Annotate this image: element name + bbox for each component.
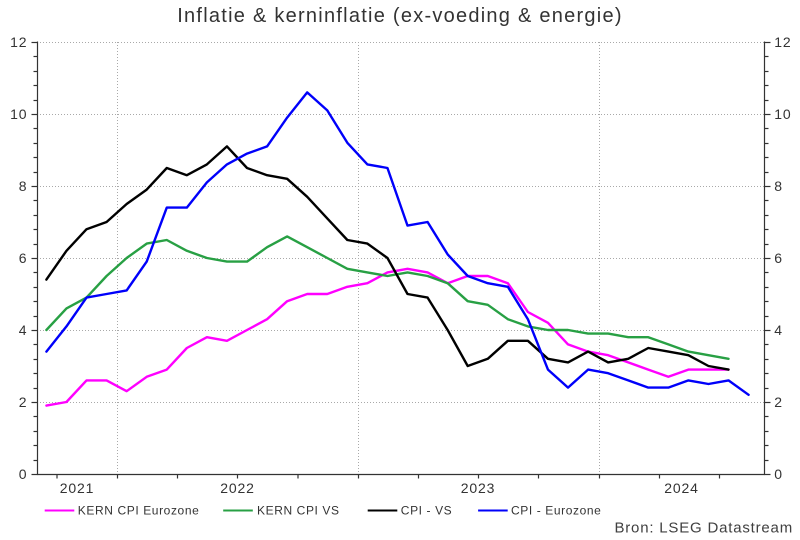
svg-text:4: 4	[774, 322, 783, 338]
svg-text:2022: 2022	[220, 480, 255, 496]
svg-text:8: 8	[19, 178, 28, 194]
svg-text:CPI - VS: CPI - VS	[401, 504, 452, 518]
svg-text:4: 4	[19, 322, 28, 338]
svg-text:8: 8	[774, 178, 783, 194]
svg-text:0: 0	[774, 466, 783, 482]
svg-text:10: 10	[774, 106, 791, 122]
svg-text:Bron: LSEG Datastream: Bron: LSEG Datastream	[614, 520, 793, 537]
svg-text:12: 12	[774, 34, 791, 50]
svg-text:Inflatie & kerninflatie (ex-vo: Inflatie & kerninflatie (ex-voeding & en…	[177, 5, 623, 27]
svg-text:2: 2	[774, 394, 783, 410]
svg-text:2: 2	[19, 394, 28, 410]
svg-text:2021: 2021	[60, 480, 95, 496]
svg-text:0: 0	[19, 466, 28, 482]
svg-text:KERN CPI VS: KERN CPI VS	[257, 504, 340, 518]
svg-text:2023: 2023	[461, 480, 496, 496]
svg-text:6: 6	[774, 250, 783, 266]
svg-text:KERN CPI Eurozone: KERN CPI Eurozone	[78, 504, 200, 518]
svg-text:10: 10	[10, 106, 27, 122]
svg-text:12: 12	[10, 34, 27, 50]
svg-text:CPI - Eurozone: CPI - Eurozone	[511, 504, 601, 518]
svg-text:6: 6	[19, 250, 28, 266]
svg-text:2024: 2024	[664, 480, 699, 496]
